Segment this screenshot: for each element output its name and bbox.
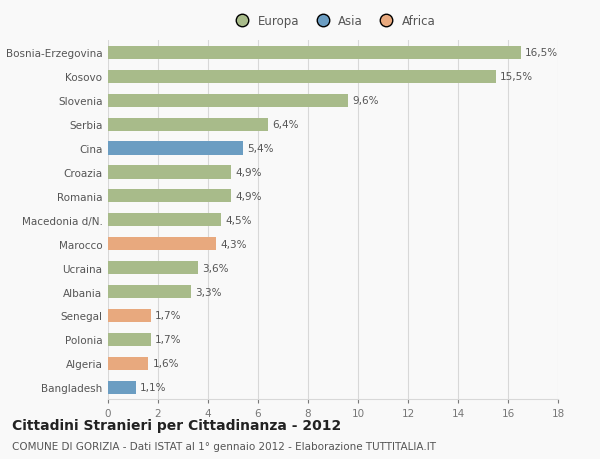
Bar bbox=[108, 333, 151, 346]
Bar bbox=[108, 166, 230, 179]
Bar bbox=[108, 309, 151, 322]
Text: 4,3%: 4,3% bbox=[220, 239, 247, 249]
Bar bbox=[108, 285, 191, 298]
Text: 15,5%: 15,5% bbox=[500, 72, 533, 82]
Text: 4,5%: 4,5% bbox=[225, 215, 251, 225]
Text: 4,9%: 4,9% bbox=[235, 168, 262, 178]
Text: Cittadini Stranieri per Cittadinanza - 2012: Cittadini Stranieri per Cittadinanza - 2… bbox=[12, 418, 341, 431]
Bar bbox=[108, 95, 348, 107]
Bar bbox=[108, 357, 148, 370]
Bar bbox=[108, 262, 198, 274]
Text: 1,7%: 1,7% bbox=[155, 335, 182, 345]
Bar bbox=[108, 214, 221, 227]
Text: 1,7%: 1,7% bbox=[155, 311, 182, 321]
Text: 1,1%: 1,1% bbox=[140, 382, 167, 392]
Legend: Europa, Asia, Africa: Europa, Asia, Africa bbox=[230, 15, 436, 28]
Text: COMUNE DI GORIZIA - Dati ISTAT al 1° gennaio 2012 - Elaborazione TUTTITALIA.IT: COMUNE DI GORIZIA - Dati ISTAT al 1° gen… bbox=[12, 441, 436, 451]
Bar bbox=[108, 71, 496, 84]
Bar bbox=[108, 142, 243, 155]
Bar bbox=[108, 381, 136, 394]
Text: 5,4%: 5,4% bbox=[248, 144, 274, 154]
Text: 3,3%: 3,3% bbox=[195, 287, 221, 297]
Text: 3,6%: 3,6% bbox=[203, 263, 229, 273]
Text: 1,6%: 1,6% bbox=[152, 358, 179, 369]
Bar bbox=[108, 118, 268, 131]
Text: 9,6%: 9,6% bbox=[353, 96, 379, 106]
Text: 16,5%: 16,5% bbox=[525, 48, 558, 58]
Text: 6,4%: 6,4% bbox=[272, 120, 299, 130]
Bar bbox=[108, 190, 230, 203]
Text: 4,9%: 4,9% bbox=[235, 191, 262, 202]
Bar bbox=[108, 238, 215, 251]
Bar bbox=[108, 47, 521, 60]
